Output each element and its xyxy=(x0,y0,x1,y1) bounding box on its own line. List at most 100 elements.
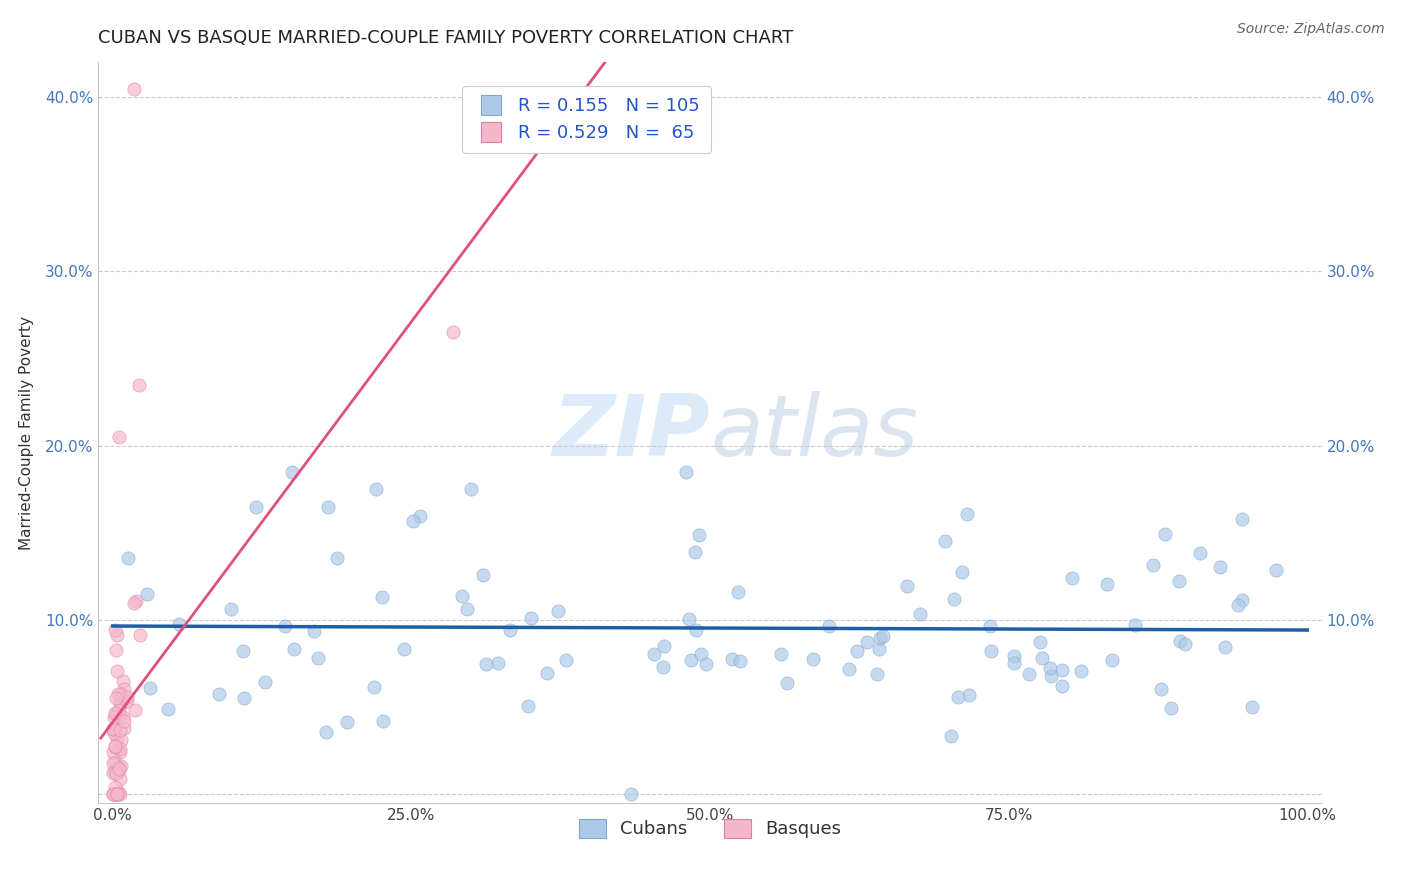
Point xyxy=(517,698,540,713)
Point xyxy=(108,762,131,776)
Point xyxy=(1060,571,1083,585)
Text: ZIP: ZIP xyxy=(553,391,710,475)
Point xyxy=(652,660,675,674)
Point xyxy=(856,635,879,649)
Point xyxy=(122,596,145,610)
Point xyxy=(475,657,498,671)
Point xyxy=(336,714,359,729)
Point xyxy=(107,430,129,444)
Point xyxy=(101,756,124,771)
Point xyxy=(117,690,139,704)
Point xyxy=(364,482,387,496)
Point xyxy=(232,644,254,658)
Point xyxy=(103,787,125,801)
Point xyxy=(486,657,509,671)
Point xyxy=(103,787,125,801)
Point xyxy=(112,710,135,724)
Point xyxy=(274,619,297,633)
Point xyxy=(315,725,337,739)
Point xyxy=(105,732,128,747)
Point xyxy=(370,590,392,604)
Point xyxy=(122,81,145,95)
Point xyxy=(281,465,304,479)
Point xyxy=(652,639,675,653)
Point xyxy=(115,693,138,707)
Point xyxy=(167,617,190,632)
Point xyxy=(939,729,962,743)
Point xyxy=(105,664,128,678)
Point xyxy=(108,745,131,759)
Point xyxy=(110,698,132,712)
Point xyxy=(1188,546,1211,560)
Point xyxy=(371,714,394,728)
Point xyxy=(105,628,128,642)
Point xyxy=(979,618,1001,632)
Point xyxy=(554,653,576,667)
Point xyxy=(1101,653,1123,667)
Point xyxy=(1029,635,1052,649)
Point xyxy=(869,631,891,645)
Point xyxy=(728,654,751,668)
Point xyxy=(103,726,125,740)
Point xyxy=(283,641,305,656)
Point xyxy=(103,787,125,801)
Point xyxy=(103,706,125,721)
Point xyxy=(363,681,385,695)
Point xyxy=(1168,574,1191,588)
Point xyxy=(125,594,148,608)
Point xyxy=(943,592,966,607)
Point xyxy=(643,647,665,661)
Point xyxy=(1050,663,1073,677)
Point xyxy=(678,612,700,626)
Point xyxy=(105,690,128,705)
Point xyxy=(472,567,495,582)
Point xyxy=(104,722,127,736)
Point xyxy=(1142,558,1164,573)
Point xyxy=(1031,651,1053,665)
Point xyxy=(1160,700,1182,714)
Point xyxy=(908,607,931,621)
Point xyxy=(103,756,125,770)
Point xyxy=(124,703,146,717)
Point xyxy=(101,722,124,736)
Point xyxy=(866,666,889,681)
Point xyxy=(956,508,979,522)
Point xyxy=(219,602,242,616)
Point xyxy=(1241,699,1264,714)
Point xyxy=(460,482,482,496)
Point xyxy=(108,707,131,722)
Point xyxy=(1018,666,1040,681)
Point xyxy=(801,652,824,666)
Point xyxy=(108,697,131,711)
Point xyxy=(110,758,132,772)
Point xyxy=(695,657,717,671)
Point xyxy=(307,651,329,665)
Point xyxy=(104,780,127,794)
Text: Source: ZipAtlas.com: Source: ZipAtlas.com xyxy=(1237,22,1385,37)
Point xyxy=(441,326,464,340)
Point xyxy=(105,787,128,801)
Point xyxy=(104,787,127,801)
Point xyxy=(1209,560,1232,574)
Point xyxy=(105,707,128,722)
Point xyxy=(456,602,478,616)
Point xyxy=(769,647,792,661)
Point xyxy=(519,611,541,625)
Point xyxy=(1002,656,1025,670)
Point xyxy=(110,687,132,701)
Point xyxy=(104,740,127,755)
Point xyxy=(1227,598,1250,612)
Point xyxy=(114,721,136,735)
Point xyxy=(110,772,132,786)
Point xyxy=(846,644,869,658)
Point xyxy=(957,688,980,702)
Point xyxy=(392,642,415,657)
Point xyxy=(110,733,132,747)
Point xyxy=(1213,640,1236,654)
Point xyxy=(105,787,128,801)
Point xyxy=(107,703,129,717)
Point xyxy=(136,587,159,601)
Point xyxy=(157,702,180,716)
Point xyxy=(128,377,150,392)
Point xyxy=(1230,593,1253,607)
